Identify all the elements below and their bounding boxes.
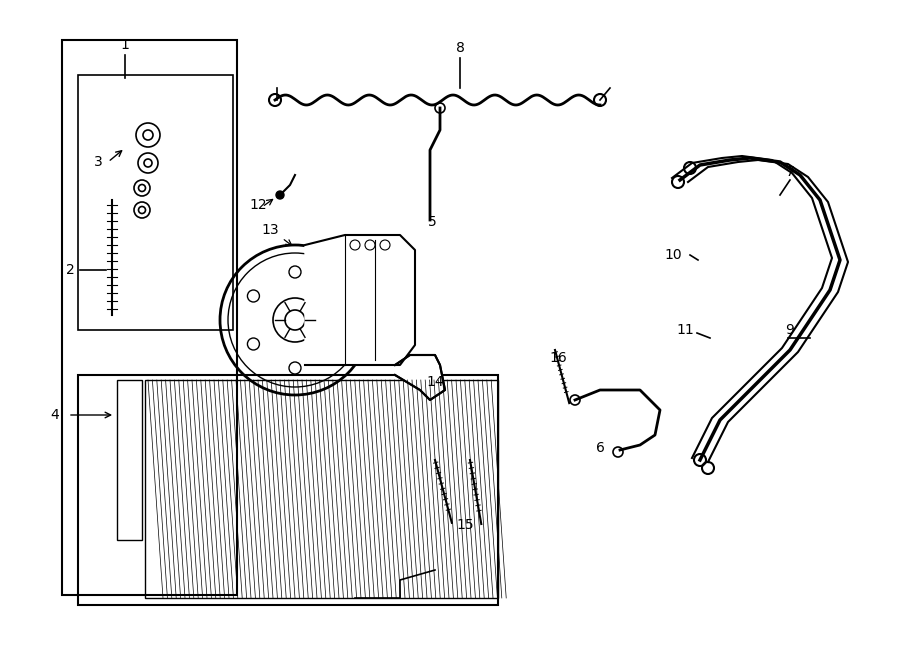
Bar: [117, 380, 142, 540]
Text: 13: 13: [261, 223, 279, 237]
Text: 3: 3: [94, 155, 103, 169]
Text: 8: 8: [455, 41, 464, 55]
Circle shape: [330, 290, 343, 302]
Circle shape: [330, 338, 343, 350]
Bar: [62, 40, 237, 595]
Bar: [78, 375, 498, 605]
Text: 4: 4: [50, 408, 59, 422]
Text: 6: 6: [596, 441, 605, 455]
Circle shape: [289, 266, 301, 278]
Bar: [145, 380, 498, 598]
Polygon shape: [395, 355, 445, 400]
Text: 10: 10: [664, 248, 682, 262]
Text: 7: 7: [786, 165, 795, 179]
Text: 11: 11: [676, 323, 694, 337]
Text: 2: 2: [66, 263, 75, 277]
Circle shape: [248, 290, 259, 302]
Text: 1: 1: [121, 38, 130, 52]
Circle shape: [248, 338, 259, 350]
Text: 15: 15: [456, 518, 473, 532]
Circle shape: [289, 362, 301, 374]
Circle shape: [276, 191, 284, 199]
Text: 16: 16: [549, 351, 567, 365]
Text: 14: 14: [427, 375, 444, 389]
Polygon shape: [305, 235, 415, 365]
Text: 5: 5: [428, 215, 436, 229]
Text: 12: 12: [249, 198, 266, 212]
Bar: [78, 75, 233, 330]
Text: 9: 9: [786, 323, 795, 337]
